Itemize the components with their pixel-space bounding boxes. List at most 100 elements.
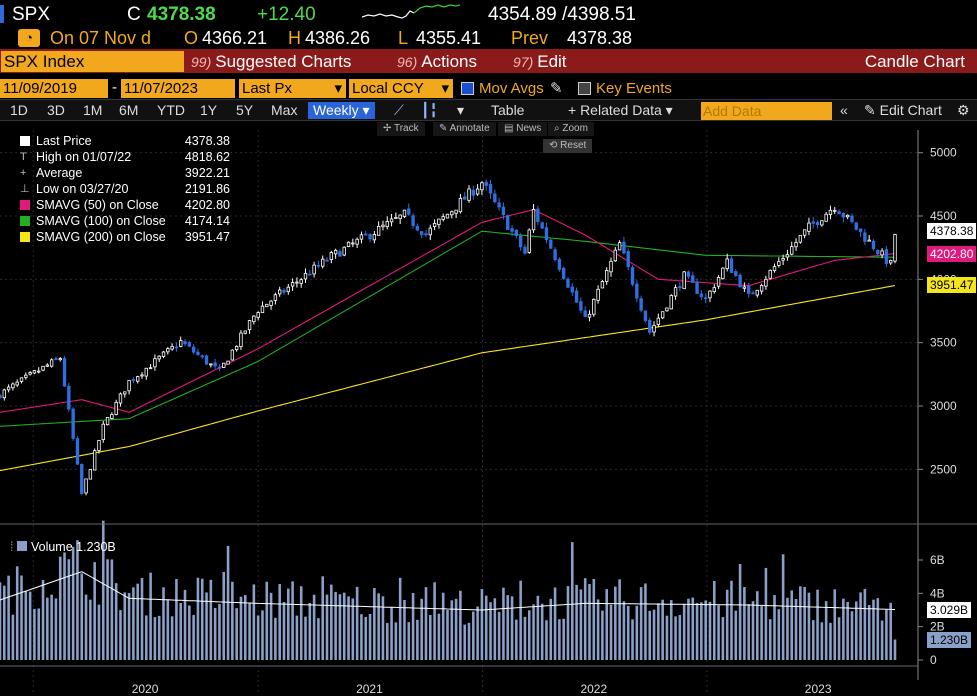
volume-tick-label: 2B bbox=[930, 620, 945, 634]
candle-body bbox=[402, 209, 407, 217]
key-events-label[interactable]: Key Events bbox=[596, 80, 672, 97]
volume-bar bbox=[420, 598, 423, 660]
track-tool[interactable]: ✢ Track bbox=[377, 122, 425, 136]
security-input[interactable]: SPX Index bbox=[1, 51, 184, 72]
candle-chart-icon[interactable]: ┃╏ bbox=[421, 102, 438, 118]
candle-body bbox=[708, 290, 712, 299]
volume-bar bbox=[833, 589, 837, 660]
price-tick-label: 4500 bbox=[930, 209, 957, 223]
table-button[interactable]: Table bbox=[491, 102, 525, 118]
chart-style-dropdown-icon[interactable]: ▾ bbox=[457, 102, 465, 118]
candle-body bbox=[617, 242, 622, 251]
mov-avgs-checkbox[interactable] bbox=[461, 82, 474, 95]
end-date-input[interactable]: 11/07/2023 bbox=[121, 79, 235, 98]
start-date-input[interactable]: 11/09/2019 bbox=[0, 79, 108, 98]
candle-body bbox=[118, 393, 123, 404]
candle-body bbox=[411, 215, 415, 227]
volume-bar bbox=[97, 604, 101, 660]
candle-body bbox=[815, 222, 820, 226]
candle-body bbox=[359, 234, 364, 240]
legend-row-sma200: SMAVG (200) on Close 3951.47 bbox=[12, 229, 234, 245]
volume-bar bbox=[846, 601, 849, 660]
candle-body bbox=[2, 389, 6, 399]
menu-edit[interactable]: 97) Edit bbox=[513, 51, 567, 72]
legend-value: 4378.38 bbox=[184, 134, 230, 148]
command-bar: SPX Index 99) Suggested Charts 96) Actions… bbox=[0, 49, 977, 73]
candle-body bbox=[398, 214, 402, 220]
candle-body bbox=[480, 182, 484, 191]
volume-bar bbox=[502, 587, 505, 660]
candle-body bbox=[415, 225, 420, 231]
candle-body bbox=[656, 317, 661, 325]
frequency-select[interactable]: Weekly ▾ bbox=[308, 102, 375, 119]
candle-body bbox=[574, 290, 579, 303]
volume-legend: ⁞ Volume 1.230B bbox=[10, 540, 116, 554]
candle-body bbox=[673, 287, 678, 297]
volume-bar bbox=[188, 605, 191, 660]
candle-chart-area[interactable]: 25003000350040004500500002B4B6B202020212… bbox=[0, 122, 977, 696]
candle-body bbox=[833, 209, 837, 212]
candle-body bbox=[876, 249, 880, 255]
line-chart-icon[interactable]: ⟋ bbox=[394, 102, 404, 118]
period-5y[interactable]: 5Y bbox=[236, 102, 254, 118]
volume-bar bbox=[661, 599, 664, 660]
volume-bar bbox=[622, 601, 626, 660]
period-1m[interactable]: 1M bbox=[83, 102, 103, 118]
period-3d[interactable]: 3D bbox=[47, 102, 65, 118]
day-range: 4354.89 /4398.51 bbox=[488, 4, 636, 26]
candle-body bbox=[721, 267, 725, 280]
last-price-tag: 4378.38 bbox=[927, 223, 977, 240]
settings-gear-icon[interactable]: ⚙ bbox=[957, 102, 970, 118]
volume-bar bbox=[364, 616, 368, 660]
period-1d[interactable]: 1D bbox=[10, 102, 28, 118]
mov-avgs-label[interactable]: Mov Avgs bbox=[479, 80, 544, 97]
volume-bar bbox=[433, 582, 436, 660]
volume-bar bbox=[760, 606, 763, 660]
candle-body bbox=[260, 305, 265, 314]
candle-body bbox=[772, 266, 777, 272]
news-tool[interactable]: ▤ News bbox=[498, 122, 548, 136]
period-ytd[interactable]: YTD bbox=[157, 102, 185, 118]
collapse-icon[interactable]: « bbox=[840, 102, 848, 118]
currency-select[interactable]: Local CCY bbox=[349, 79, 453, 98]
candle-body bbox=[295, 281, 299, 284]
legend-value: 4818.62 bbox=[184, 150, 230, 164]
legend-swatch bbox=[20, 232, 30, 242]
low-label: L bbox=[398, 28, 409, 48]
add-data-input[interactable]: Add Data bbox=[701, 102, 832, 120]
volume-bar bbox=[355, 586, 359, 660]
candle-body bbox=[136, 376, 140, 382]
volume-bar bbox=[489, 602, 492, 660]
volume-bar bbox=[299, 586, 303, 660]
volume-bar bbox=[588, 584, 591, 660]
candle-body bbox=[316, 264, 321, 267]
related-data-button[interactable]: + Related Data ▾ bbox=[568, 102, 673, 118]
key-events-checkbox[interactable] bbox=[578, 82, 591, 95]
volume-average-tag: 3.029B bbox=[927, 601, 972, 618]
zoom-tool[interactable]: ⌕ Zoom bbox=[548, 122, 594, 136]
volume-bar bbox=[166, 599, 170, 660]
volume-bar bbox=[287, 588, 290, 660]
price-field-select[interactable]: Last Px bbox=[239, 79, 346, 98]
reset-button[interactable]: ⟲ Reset bbox=[543, 139, 593, 153]
volume-tick-label: 0 bbox=[930, 653, 937, 667]
gauge-icon[interactable]: ◔ bbox=[18, 29, 40, 47]
candle-body bbox=[80, 463, 84, 494]
edit-chart-button[interactable]: ✎ Edit Chart bbox=[864, 102, 942, 118]
menu-suggested-charts[interactable]: 99) Suggested Charts bbox=[191, 51, 351, 72]
candle-body bbox=[217, 366, 222, 369]
volume-bar bbox=[424, 587, 428, 660]
annotate-tool[interactable]: ✎ Annotate bbox=[433, 122, 496, 136]
candle-body bbox=[389, 218, 394, 223]
candle-body bbox=[781, 258, 785, 261]
pencil-icon[interactable]: ✎ bbox=[550, 80, 563, 97]
period-1y[interactable]: 1Y bbox=[200, 102, 218, 118]
period-max[interactable]: Max bbox=[271, 102, 298, 118]
legend-row-low: ⊥ Low on 03/27/20 2191.86 bbox=[12, 181, 234, 197]
period-6m[interactable]: 6M bbox=[119, 102, 139, 118]
candle-body bbox=[127, 380, 131, 392]
year-label: 2020 bbox=[132, 682, 159, 696]
menu-actions[interactable]: 96) Actions bbox=[397, 51, 477, 72]
volume-bar bbox=[373, 588, 376, 660]
candle-body bbox=[587, 313, 592, 318]
